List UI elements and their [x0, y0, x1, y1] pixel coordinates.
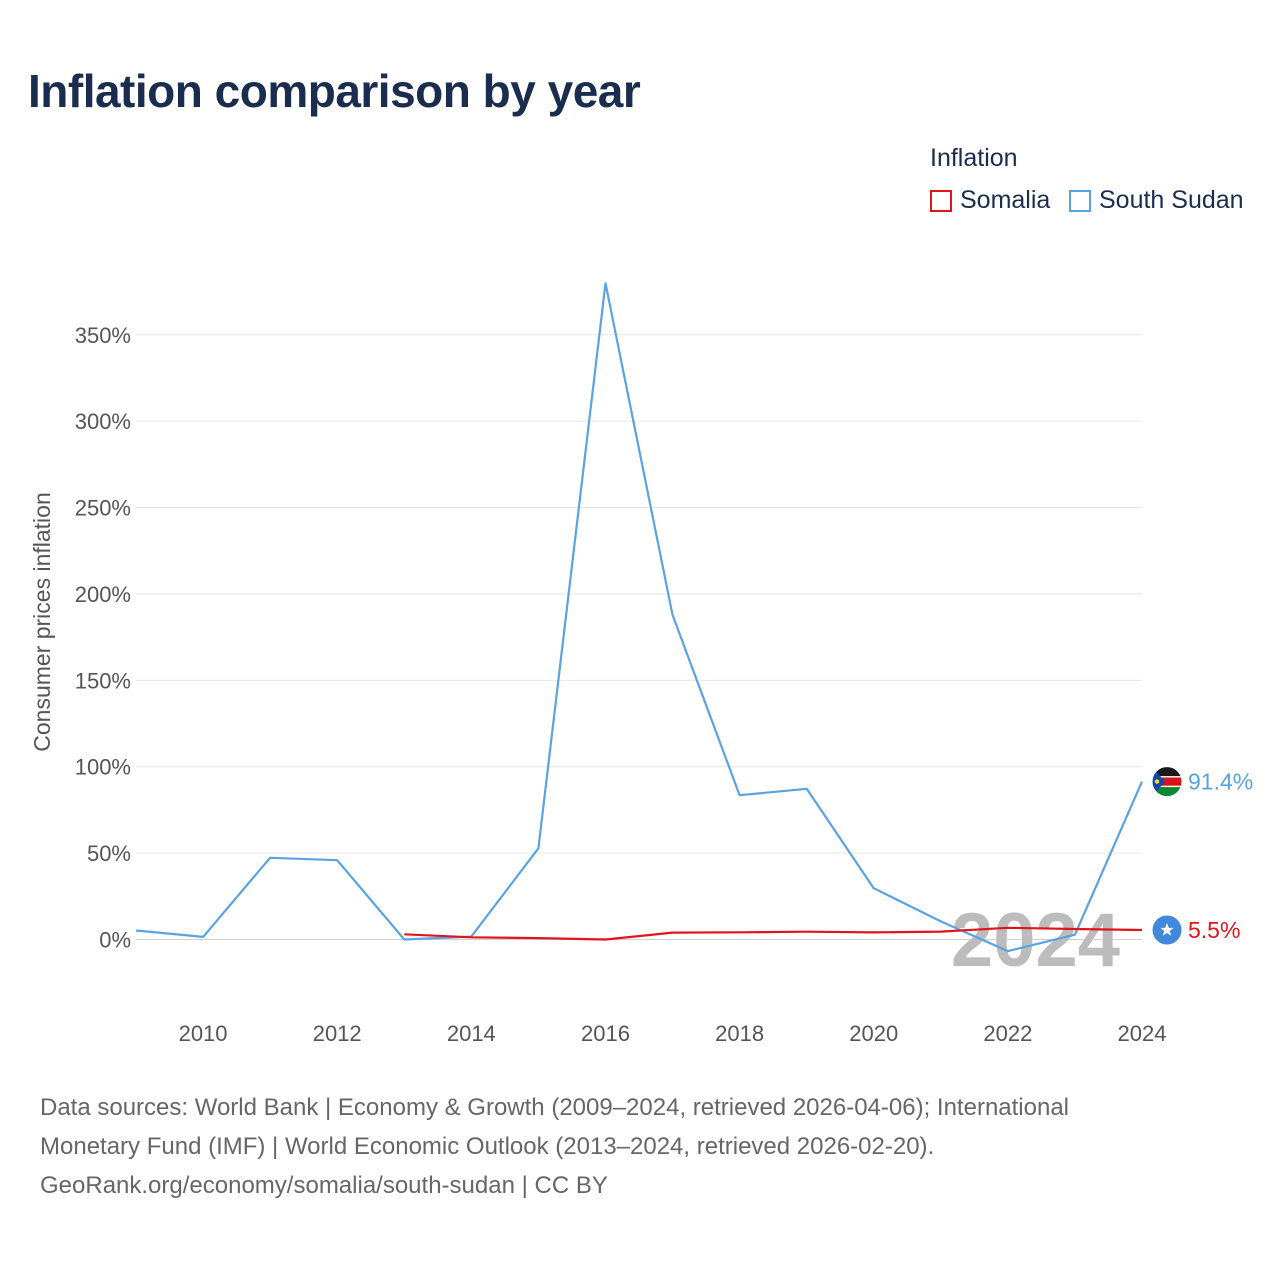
- data-point-somalia[interactable]: [1003, 923, 1013, 933]
- x-tick-label: 2024: [1118, 1021, 1167, 1046]
- flag-icon-somalia: [1151, 914, 1183, 946]
- data-point-somalia[interactable]: [735, 927, 745, 937]
- data-point-south-sudan[interactable]: [332, 855, 342, 865]
- data-source-note: Data sources: World Bank | Economy & Gro…: [40, 1088, 1220, 1205]
- year-watermark: 2024: [951, 898, 1120, 983]
- x-tick-label: 2012: [313, 1021, 362, 1046]
- y-tick-label: 200%: [75, 582, 131, 607]
- data-point-south-sudan[interactable]: [735, 790, 745, 800]
- data-point-south-sudan[interactable]: [131, 926, 141, 936]
- y-tick-label: 150%: [75, 668, 131, 693]
- source-line-1: Data sources: World Bank | Economy & Gro…: [40, 1094, 1070, 1121]
- end-value-label-south-sudan: 91.4%: [1188, 769, 1253, 795]
- data-point-somalia[interactable]: [1070, 924, 1080, 934]
- legend-title: Inflation: [930, 144, 1018, 172]
- data-point-south-sudan[interactable]: [1137, 777, 1147, 787]
- data-point-somalia[interactable]: [936, 927, 946, 937]
- flag-icon-south-sudan: [1151, 766, 1183, 798]
- legend-item-south-sudan[interactable]: South Sudan: [1069, 186, 1244, 215]
- source-line-2: Monetary Fund (IMF) | World Economic Out…: [40, 1133, 935, 1160]
- end-value-label-somalia: 5.5%: [1188, 917, 1240, 943]
- x-tick-label: 2014: [447, 1021, 496, 1046]
- data-point-somalia[interactable]: [533, 933, 543, 943]
- legend-swatch-south-sudan: [1069, 189, 1091, 212]
- data-point-somalia[interactable]: [869, 927, 879, 937]
- data-point-south-sudan[interactable]: [668, 610, 678, 620]
- data-point-south-sudan[interactable]: [533, 843, 543, 853]
- y-tick-label: 300%: [75, 409, 131, 434]
- y-tick-label: 0%: [99, 928, 131, 953]
- series-line-south-sudan[interactable]: [135, 282, 1144, 953]
- data-point-south-sudan[interactable]: [1003, 946, 1013, 956]
- data-point-somalia[interactable]: [466, 932, 476, 942]
- data-point-south-sudan[interactable]: [600, 278, 610, 288]
- series-lines: [131, 278, 1147, 956]
- line-chart: 0%50%100%150%200%250%300%350% 2010 2012 20…: [29, 278, 1253, 1046]
- x-tick-label: 2016: [581, 1021, 630, 1046]
- legend-label-somalia: Somalia: [960, 186, 1051, 214]
- data-point-south-sudan[interactable]: [265, 853, 275, 863]
- y-axis-ticks: 0% 50% 100% 150% 200% 250% 300% 350%: [75, 323, 131, 953]
- series-line-somalia[interactable]: [404, 926, 1143, 941]
- legend-label-south-sudan: South Sudan: [1099, 186, 1244, 214]
- data-point-south-sudan[interactable]: [936, 916, 946, 926]
- data-point-south-sudan[interactable]: [802, 784, 812, 794]
- y-axis-title: Consumer prices inflation: [29, 492, 55, 752]
- y-tick-label: 250%: [75, 496, 131, 521]
- x-tick-label: 2018: [715, 1021, 764, 1046]
- data-point-somalia[interactable]: [600, 935, 610, 945]
- grid-lines: [136, 334, 1142, 941]
- legend-item-somalia[interactable]: Somalia: [930, 186, 1050, 215]
- data-point-somalia[interactable]: [399, 929, 409, 939]
- chart-title: Inflation comparison by year: [28, 65, 641, 117]
- y-tick-label: 100%: [75, 755, 131, 780]
- y-tick-label: 50%: [87, 841, 131, 866]
- x-tick-label: 2022: [983, 1021, 1032, 1046]
- end-markers: 91.4% 5.5%: [1151, 766, 1253, 946]
- legend-swatch-somalia: [930, 189, 952, 212]
- data-point-south-sudan[interactable]: [869, 883, 879, 893]
- x-tick-label: 2010: [179, 1021, 228, 1046]
- source-line-3[interactable]: GeoRank.org/economy/somalia/south-sudan …: [40, 1172, 608, 1199]
- x-axis-ticks: 2010 2012 2014 2016 2018 2020 2022 2024: [179, 1021, 1167, 1046]
- data-point-somalia[interactable]: [802, 927, 812, 937]
- data-point-south-sudan[interactable]: [198, 932, 208, 942]
- data-point-somalia[interactable]: [1137, 925, 1147, 935]
- x-tick-label: 2020: [849, 1021, 898, 1046]
- y-tick-label: 350%: [75, 323, 131, 348]
- data-point-somalia[interactable]: [668, 928, 678, 938]
